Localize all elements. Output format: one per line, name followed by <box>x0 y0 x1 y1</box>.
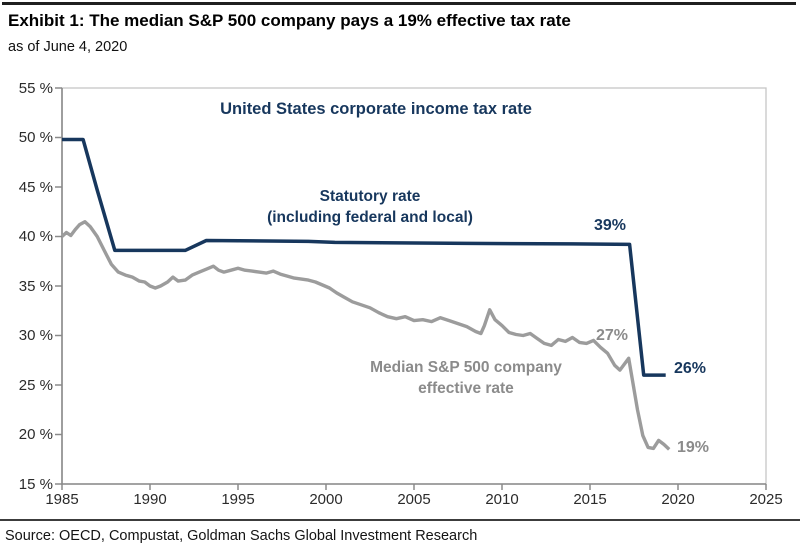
statutory-rate-label-line1: Statutory rate <box>319 188 421 205</box>
statutory-rate-line <box>62 137 666 377</box>
x-tick-label: 1995 <box>221 491 255 508</box>
y-tick-label: 35 % <box>18 278 53 295</box>
effective-rate-label: Median S&P 500 company effective rate <box>316 357 616 399</box>
x-tick-label: 2010 <box>485 491 519 508</box>
bottom-divider <box>0 519 800 521</box>
chart-title: United States corporate income tax rate <box>220 100 532 118</box>
annotation-statutory-26: 26% <box>674 360 707 377</box>
statutory-rate-label: Statutory rate (including federal and lo… <box>220 186 520 228</box>
effective-rate-label-line2: effective rate <box>418 380 514 397</box>
effective-rate-line <box>60 219 671 451</box>
top-divider <box>2 2 796 5</box>
exhibit-title: Exhibit 1: The median S&P 500 company pa… <box>8 11 571 30</box>
y-tick-label: 25 % <box>18 377 53 394</box>
x-tick-label: 2025 <box>749 491 783 508</box>
y-tick-label: 40 % <box>18 228 53 245</box>
y-tick-label: 30 % <box>18 327 53 344</box>
annotation-effective-27: 27% <box>596 327 629 344</box>
plot-area-border <box>61 87 767 485</box>
y-tick-label: 45 % <box>18 179 53 196</box>
annotation-effective-19: 19% <box>677 439 710 456</box>
effective-rate-label-line1: Median S&P 500 company <box>370 359 562 376</box>
source-note: Source: OECD, Compustat, Goldman Sachs G… <box>5 528 478 544</box>
x-tick-label: 2000 <box>309 491 343 508</box>
y-tick-label: 55 % <box>18 80 53 97</box>
x-tick-label: 2015 <box>573 491 607 508</box>
tick-marks <box>55 87 767 490</box>
y-tick-label: 15 % <box>18 476 53 493</box>
x-tick-label: 1985 <box>45 491 79 508</box>
x-tick-label: 2005 <box>397 491 431 508</box>
x-tick-label: 2020 <box>661 491 695 508</box>
axes <box>61 88 766 485</box>
tax-rate-line-chart <box>55 87 767 490</box>
exhibit-subtitle: as of June 4, 2020 <box>8 39 128 55</box>
annotation-statutory-39: 39% <box>594 217 627 234</box>
statutory-rate-label-line2: (including federal and local) <box>267 209 473 226</box>
x-tick-label: 1990 <box>133 491 167 508</box>
y-tick-label: 50 % <box>18 129 53 146</box>
y-tick-label: 20 % <box>18 426 53 443</box>
chart-area: United States corporate income tax rate … <box>18 80 783 508</box>
